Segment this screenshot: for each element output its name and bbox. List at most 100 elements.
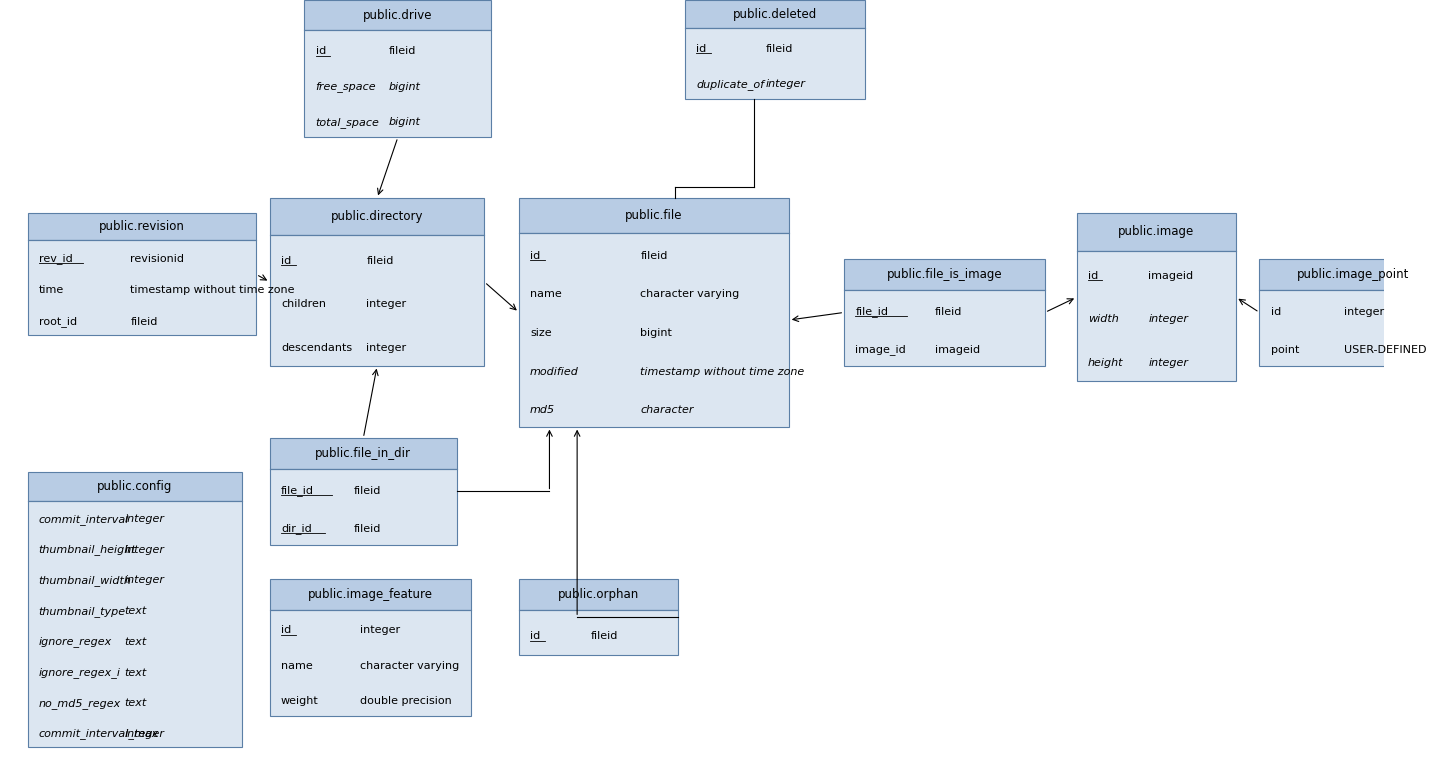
Text: children: children — [281, 299, 326, 309]
Text: thumbnail_height: thumbnail_height — [39, 544, 136, 555]
FancyBboxPatch shape — [1259, 290, 1434, 366]
Text: double precision: double precision — [360, 696, 452, 706]
Text: integer: integer — [367, 342, 407, 353]
Text: public.directory: public.directory — [331, 210, 423, 223]
Text: integer: integer — [360, 626, 400, 636]
Text: duplicate_of: duplicate_of — [695, 78, 764, 90]
Text: text: text — [125, 606, 146, 616]
Text: integer: integer — [367, 299, 407, 309]
Text: text: text — [125, 637, 146, 647]
Text: ignore_regex: ignore_regex — [39, 636, 112, 647]
FancyBboxPatch shape — [519, 610, 678, 655]
Text: integer: integer — [125, 729, 165, 739]
Text: integer: integer — [125, 575, 165, 585]
Text: name: name — [531, 290, 562, 299]
Text: public.file: public.file — [625, 210, 683, 223]
Text: public.image: public.image — [1119, 226, 1195, 239]
FancyBboxPatch shape — [270, 469, 456, 545]
FancyBboxPatch shape — [1077, 213, 1236, 251]
Text: id: id — [531, 251, 541, 261]
Text: integer: integer — [1344, 306, 1384, 317]
FancyBboxPatch shape — [304, 0, 492, 30]
Text: id: id — [315, 46, 326, 56]
Text: id: id — [695, 44, 707, 54]
Text: id: id — [281, 255, 291, 266]
FancyBboxPatch shape — [845, 259, 1045, 290]
Text: integer: integer — [125, 545, 165, 555]
FancyBboxPatch shape — [519, 579, 678, 610]
Text: bigint: bigint — [389, 82, 420, 91]
Text: public.file_in_dir: public.file_in_dir — [315, 447, 412, 460]
Text: bigint: bigint — [641, 328, 673, 338]
FancyBboxPatch shape — [519, 198, 789, 233]
Text: size: size — [531, 328, 552, 338]
Text: fileid: fileid — [591, 631, 618, 641]
Text: free_space: free_space — [315, 82, 376, 92]
Text: height: height — [1088, 357, 1123, 368]
Text: dir_id: dir_id — [281, 523, 311, 534]
Text: root_id: root_id — [39, 316, 77, 328]
Text: fileid: fileid — [367, 255, 394, 266]
FancyBboxPatch shape — [1077, 251, 1236, 381]
Text: public.drive: public.drive — [363, 8, 433, 22]
Text: public.file_is_image: public.file_is_image — [886, 267, 1002, 281]
Text: imageid: imageid — [935, 344, 979, 355]
Text: id: id — [1088, 271, 1098, 281]
FancyBboxPatch shape — [270, 438, 456, 469]
Text: file_id: file_id — [281, 485, 314, 496]
Text: integer: integer — [766, 79, 806, 89]
Text: fileid: fileid — [935, 306, 962, 317]
Text: text: text — [125, 698, 146, 708]
FancyBboxPatch shape — [685, 28, 865, 99]
Text: public.image_feature: public.image_feature — [308, 588, 433, 601]
Text: fileid: fileid — [641, 251, 668, 261]
Text: time: time — [39, 286, 65, 296]
Text: public.deleted: public.deleted — [733, 8, 817, 21]
FancyBboxPatch shape — [685, 0, 865, 28]
Text: name: name — [281, 661, 313, 671]
FancyBboxPatch shape — [270, 579, 470, 610]
Text: public.config: public.config — [98, 480, 172, 493]
Text: file_id: file_id — [855, 306, 888, 317]
Text: fileid: fileid — [766, 44, 793, 54]
Text: fileid: fileid — [354, 523, 381, 534]
Text: USER-DEFINED: USER-DEFINED — [1344, 344, 1425, 355]
Text: character varying: character varying — [360, 661, 459, 671]
Text: imageid: imageid — [1149, 271, 1193, 281]
Text: commit_interval_max: commit_interval_max — [39, 728, 159, 739]
Text: timestamp without time zone: timestamp without time zone — [641, 367, 804, 376]
Text: fileid: fileid — [354, 485, 381, 496]
Text: id: id — [1271, 306, 1281, 317]
FancyBboxPatch shape — [304, 30, 492, 137]
Text: modified: modified — [531, 367, 579, 376]
FancyBboxPatch shape — [519, 233, 789, 427]
Text: fileid: fileid — [389, 46, 416, 56]
Text: weight: weight — [281, 696, 318, 706]
Text: timestamp without time zone: timestamp without time zone — [130, 286, 295, 296]
Text: integer: integer — [1149, 314, 1189, 325]
Text: public.revision: public.revision — [99, 220, 185, 233]
Text: revisionid: revisionid — [130, 254, 185, 264]
Text: ignore_regex_i: ignore_regex_i — [39, 667, 120, 678]
FancyBboxPatch shape — [270, 235, 485, 366]
Text: integer: integer — [1149, 357, 1189, 368]
Text: bigint: bigint — [389, 117, 420, 127]
Text: no_md5_regex: no_md5_regex — [39, 698, 120, 709]
FancyBboxPatch shape — [270, 198, 485, 235]
FancyBboxPatch shape — [27, 472, 242, 501]
Text: commit_interval: commit_interval — [39, 514, 129, 524]
Text: text: text — [125, 668, 146, 677]
FancyBboxPatch shape — [1259, 259, 1434, 290]
FancyBboxPatch shape — [845, 290, 1045, 366]
Text: thumbnail_width: thumbnail_width — [39, 575, 132, 586]
Text: id: id — [531, 631, 541, 641]
Text: character: character — [641, 405, 694, 415]
Text: width: width — [1088, 314, 1119, 325]
Text: integer: integer — [125, 514, 165, 524]
FancyBboxPatch shape — [27, 501, 242, 747]
Text: descendants: descendants — [281, 342, 353, 353]
Text: public.orphan: public.orphan — [558, 588, 640, 601]
Text: public.image_point: public.image_point — [1296, 267, 1410, 281]
Text: id: id — [281, 626, 291, 636]
Text: character varying: character varying — [641, 290, 740, 299]
